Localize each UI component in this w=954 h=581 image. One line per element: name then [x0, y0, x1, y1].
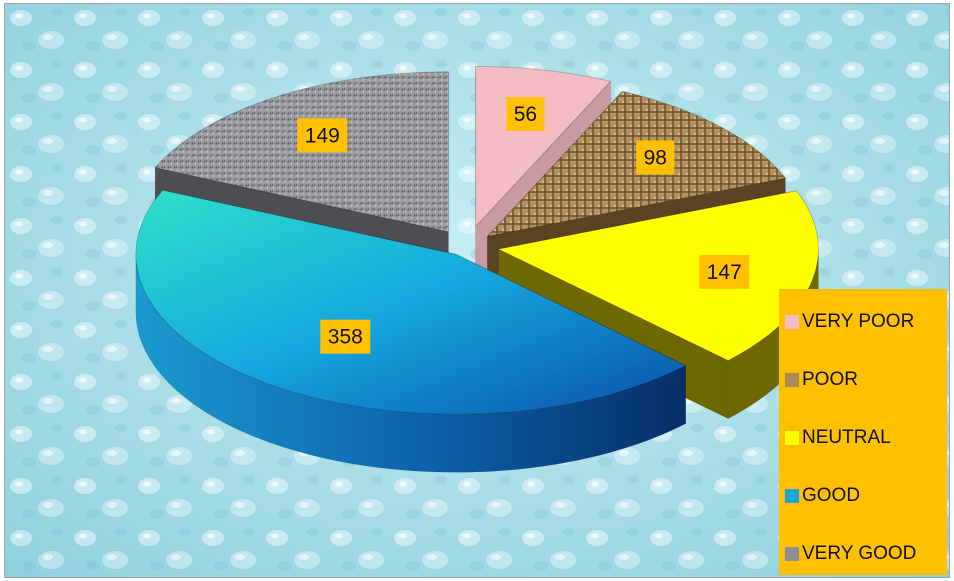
legend-label-very-good: VERY GOOD — [802, 543, 917, 564]
data-labels: 56 98 147 358 149 — [297, 96, 750, 354]
data-label-poor: 98 — [644, 147, 667, 170]
slice-top-neutral — [497, 190, 819, 361]
data-label-neutral: 147 — [707, 261, 742, 284]
legend-item-very-poor: VERY POOR — [785, 293, 947, 351]
legend-item-neutral: NEUTRAL — [785, 409, 947, 467]
legend-swatch-very-good — [785, 547, 799, 561]
legend-swatch-very-poor — [785, 315, 799, 329]
slice-good — [135, 189, 687, 473]
data-label-box-very-good — [297, 118, 348, 153]
legend-label-neutral: NEUTRAL — [802, 427, 891, 448]
legend-label-very-poor: VERY POOR — [802, 311, 915, 332]
legend-swatch-neutral — [785, 431, 799, 445]
data-label-box-good — [320, 319, 371, 354]
data-label-box-poor — [636, 140, 675, 175]
legend-swatch-poor — [785, 373, 799, 387]
legend-item-poor: POOR — [785, 351, 947, 409]
data-label-box-neutral — [699, 254, 750, 289]
legend-label-poor: POOR — [802, 369, 858, 390]
chart-area: 56 98 147 358 149 VERY POOR POOR NEUTRAL GOOD VE… — [4, 3, 950, 578]
legend-label-good: GOOD — [802, 485, 861, 506]
data-label-good: 358 — [328, 326, 363, 349]
slice-rim-good-0 — [135, 254, 686, 473]
legend-swatch-good — [785, 489, 799, 503]
data-label-box-very-poor — [506, 96, 545, 131]
legend: VERY POOR POOR NEUTRAL GOOD VERY GOOD — [779, 289, 947, 575]
legend-item-good: GOOD — [785, 467, 947, 525]
pie-slices — [135, 66, 819, 473]
data-label-very-poor: 56 — [514, 103, 537, 126]
legend-item-very-good: VERY GOOD — [785, 525, 947, 577]
slice-top-good — [135, 189, 687, 415]
data-label-very-good: 149 — [305, 124, 340, 147]
